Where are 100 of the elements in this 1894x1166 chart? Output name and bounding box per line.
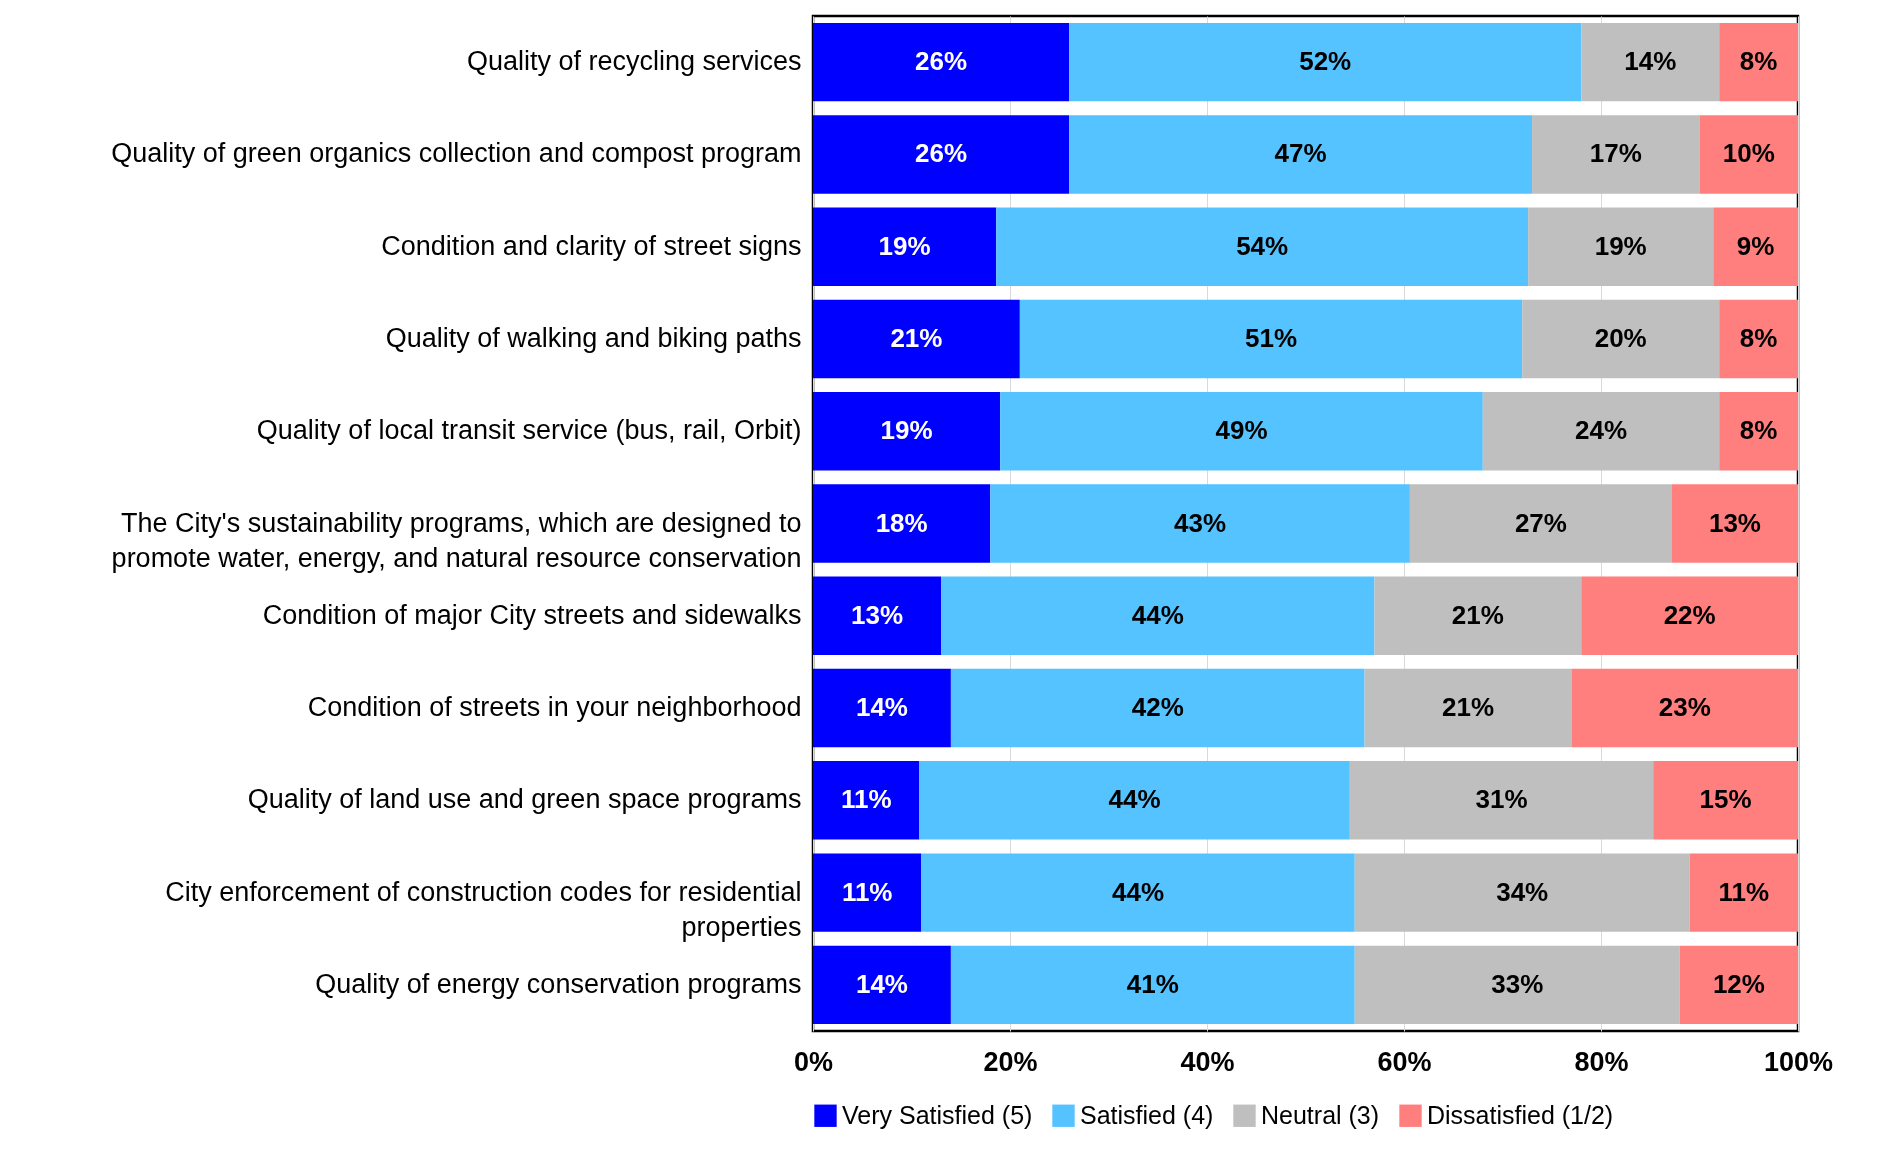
x-tick-label: 0% bbox=[793, 1046, 834, 1077]
bar bbox=[813, 115, 1070, 194]
bar bbox=[1409, 484, 1672, 563]
y-tick-label: Condition of streets in your neighborhood bbox=[307, 692, 802, 723]
bar bbox=[1354, 853, 1690, 932]
data-label: 27% bbox=[1514, 507, 1567, 538]
data-label: 13% bbox=[1708, 507, 1761, 538]
data-label: 22% bbox=[1663, 599, 1716, 630]
data-label: 9% bbox=[1736, 230, 1775, 261]
bar bbox=[813, 207, 997, 286]
data-label: 12% bbox=[1712, 968, 1765, 999]
bar bbox=[1671, 484, 1798, 563]
data-label: 15% bbox=[1699, 784, 1752, 815]
data-label: 14% bbox=[1624, 46, 1677, 77]
data-label: 42% bbox=[1131, 692, 1184, 723]
y-tick-label: Quality of energy conservation programs bbox=[315, 968, 802, 999]
data-label: 8% bbox=[1739, 322, 1778, 353]
bar bbox=[1364, 668, 1572, 748]
data-label: 47% bbox=[1274, 138, 1327, 169]
bar bbox=[813, 853, 922, 932]
bar bbox=[1699, 115, 1798, 194]
data-label: 18% bbox=[875, 507, 928, 538]
bar bbox=[1719, 299, 1798, 379]
data-label: 21% bbox=[890, 322, 943, 353]
data-label: 52% bbox=[1299, 46, 1352, 77]
data-label: 8% bbox=[1739, 46, 1778, 77]
bar bbox=[813, 761, 920, 840]
bar bbox=[990, 484, 1410, 563]
bar bbox=[1532, 115, 1700, 194]
data-label: 33% bbox=[1491, 968, 1544, 999]
x-tick-label: 40% bbox=[1180, 1046, 1235, 1077]
x-tick-label: 100% bbox=[1763, 1046, 1834, 1077]
bar bbox=[813, 392, 1001, 471]
bar bbox=[1374, 576, 1582, 655]
data-label: 11% bbox=[1718, 876, 1770, 907]
bar bbox=[1689, 853, 1798, 932]
data-label: 44% bbox=[1131, 599, 1184, 630]
bar bbox=[1719, 22, 1798, 102]
bar bbox=[813, 668, 951, 748]
bar bbox=[813, 299, 1020, 379]
bar bbox=[1679, 945, 1798, 1025]
x-tick-label: 20% bbox=[983, 1046, 1038, 1077]
bar bbox=[1719, 392, 1798, 471]
bar bbox=[1713, 207, 1798, 286]
data-label: 44% bbox=[1112, 876, 1165, 907]
data-label: 14% bbox=[855, 692, 908, 723]
bar bbox=[919, 761, 1350, 840]
data-label: 21% bbox=[1442, 692, 1495, 723]
legend-label: Dissatisfied (1/2) bbox=[1427, 1100, 1614, 1129]
bar bbox=[941, 576, 1375, 655]
data-label: 49% bbox=[1215, 415, 1268, 446]
data-label: 14% bbox=[855, 968, 908, 999]
data-label: 19% bbox=[1594, 230, 1647, 261]
bar bbox=[813, 945, 951, 1025]
bar bbox=[996, 207, 1529, 286]
data-label: 31% bbox=[1475, 784, 1528, 815]
bar bbox=[1571, 668, 1798, 748]
data-label: 21% bbox=[1451, 599, 1504, 630]
data-label: 26% bbox=[915, 46, 968, 77]
y-tick-label: Quality of local transit service (bus, rail, Orbit) bbox=[256, 415, 802, 446]
data-label: 54% bbox=[1236, 230, 1289, 261]
bar bbox=[950, 668, 1365, 748]
data-label: 17% bbox=[1589, 138, 1642, 169]
y-tick-label: Condition and clarity of street signs bbox=[381, 230, 802, 261]
data-label: 13% bbox=[851, 599, 904, 630]
legend-label: Very Satisfied (5) bbox=[842, 1100, 1033, 1129]
legend-label: Neutral (3) bbox=[1261, 1100, 1380, 1129]
bar bbox=[813, 22, 1070, 102]
bar bbox=[1528, 207, 1714, 286]
bar bbox=[1069, 115, 1533, 194]
bar bbox=[1581, 576, 1798, 655]
bar bbox=[1581, 22, 1720, 102]
bar bbox=[1000, 392, 1483, 471]
x-tick-label: 60% bbox=[1377, 1046, 1432, 1077]
data-label: 11% bbox=[840, 784, 892, 815]
x-tick-label: 80% bbox=[1574, 1046, 1629, 1077]
data-label: 26% bbox=[915, 138, 968, 169]
data-label: 11% bbox=[841, 876, 893, 907]
bar bbox=[813, 576, 942, 655]
bar bbox=[1354, 945, 1680, 1025]
data-label: 23% bbox=[1658, 692, 1711, 723]
bar bbox=[1522, 299, 1720, 379]
data-label: 51% bbox=[1245, 322, 1298, 353]
data-label: 43% bbox=[1174, 507, 1227, 538]
data-label: 41% bbox=[1126, 968, 1179, 999]
y-tick-label: City enforcement of construction codes for residential properties bbox=[165, 876, 802, 942]
data-label: 24% bbox=[1574, 415, 1628, 446]
bar bbox=[1069, 22, 1582, 102]
bar bbox=[950, 945, 1355, 1025]
y-tick-label: Quality of green organics collection and compost program bbox=[111, 138, 802, 169]
data-label: 8% bbox=[1739, 415, 1778, 446]
y-tick-label: The City's sustainability programs, which are designed to promote water, energy, and natural resource conservation bbox=[111, 507, 802, 573]
y-tick-label: Condition of major City streets and sidewalks bbox=[262, 599, 802, 630]
y-tick-label: Quality of walking and biking paths bbox=[385, 322, 802, 353]
bar bbox=[1019, 299, 1523, 379]
bar bbox=[1482, 392, 1720, 471]
bar bbox=[1349, 761, 1654, 840]
data-label: 20% bbox=[1594, 322, 1647, 353]
data-label: 19% bbox=[880, 415, 933, 446]
bar bbox=[1653, 761, 1798, 840]
